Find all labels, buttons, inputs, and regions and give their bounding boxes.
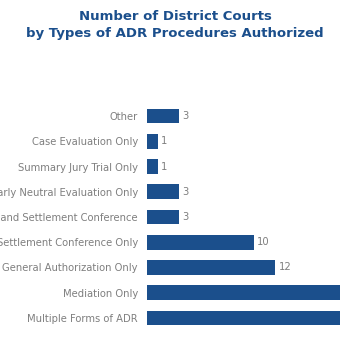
Bar	[147, 134, 158, 149]
Text: 3: 3	[182, 187, 189, 197]
Bar	[147, 260, 275, 275]
Text: 1: 1	[161, 162, 167, 172]
Bar	[147, 235, 254, 250]
Bar	[147, 285, 350, 300]
Text: Number of District Courts
by Types of ADR Procedures Authorized: Number of District Courts by Types of AD…	[26, 10, 324, 41]
Bar	[147, 310, 350, 325]
Bar	[147, 109, 179, 124]
Text: 12: 12	[279, 262, 291, 272]
Text: 1: 1	[161, 136, 167, 146]
Text: 3: 3	[182, 212, 189, 222]
Bar	[147, 210, 179, 224]
Text: 10: 10	[257, 237, 270, 247]
Bar	[147, 184, 179, 199]
Bar	[147, 159, 158, 174]
Text: 3: 3	[182, 111, 189, 121]
